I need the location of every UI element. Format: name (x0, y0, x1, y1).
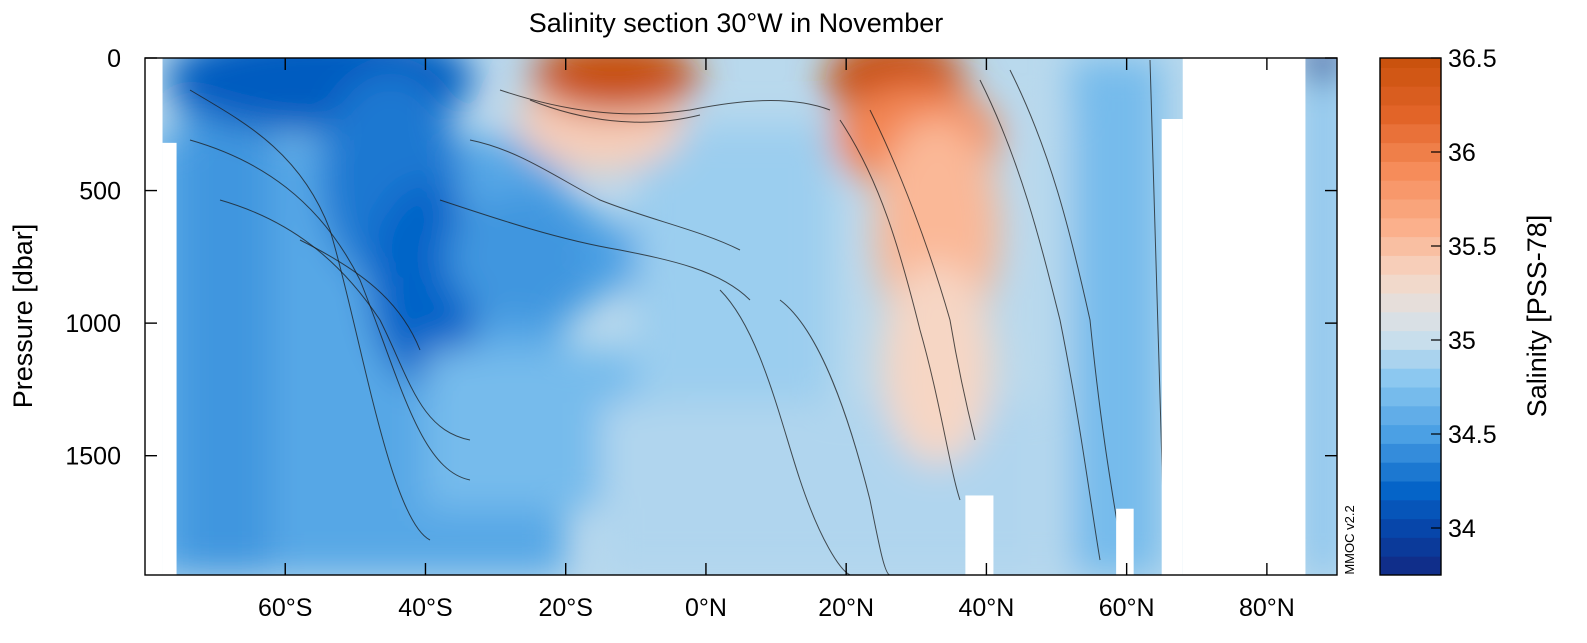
colorbar-band-8 (1380, 405, 1441, 426)
colorbar-tick-label-3: 35 (1448, 327, 1476, 355)
contour-line-5 (439, 199, 751, 301)
southern-column (180, 58, 272, 575)
watermark: MMOC v2.2 (1342, 505, 1357, 574)
colorbar-band-24 (1380, 105, 1441, 125)
contour-line-6 (719, 289, 851, 575)
mask-antarctic-slope (162, 142, 177, 575)
y-tick-label-0: 0 (107, 45, 121, 73)
chart-title: Salinity section 30°W in November (529, 8, 943, 38)
contour-line-3 (299, 239, 421, 351)
colorbar-band-1 (1380, 537, 1441, 557)
aaiw-spread (446, 190, 615, 324)
contour-line-12 (499, 89, 831, 115)
colorbar-band-22 (1380, 142, 1441, 162)
x-tick-label-3: 0°N (685, 594, 727, 622)
mask-ridge-37n (965, 495, 994, 575)
colorbar-band-26 (1380, 67, 1441, 87)
colorbar-band-15 (1380, 274, 1441, 294)
colorbar-band-27 (1380, 58, 1441, 68)
colorbar-band-20 (1380, 180, 1441, 200)
colorbar-band-4 (1380, 481, 1441, 501)
contour-line-8 (839, 119, 961, 501)
mask-arctic-gap (1182, 58, 1306, 575)
x-tick-label-4: 20°N (818, 594, 874, 622)
x-axis: 60°S 40°S 20°S 0°N 20°N 40°N 60°N 80°N (258, 58, 1295, 622)
contour-line-4 (469, 139, 741, 251)
equatorial-mid (635, 124, 833, 403)
plot-area (145, 58, 1337, 575)
colorbar-band-6 (1380, 443, 1441, 463)
colorbar-band-17 (1380, 236, 1441, 256)
colorbar: 36.5 36 35.5 35 34.5 34 (1379, 45, 1497, 576)
y-tick-label-3: 1500 (65, 443, 121, 471)
arctic-column (1308, 58, 1337, 575)
colorbar-band-0 (1380, 556, 1441, 576)
colorbar-tick-label-0: 36.5 (1448, 45, 1497, 73)
contour-line-2 (219, 199, 471, 441)
x-tick-label-0: 60°S (258, 594, 312, 622)
contour-line-11 (1009, 69, 1121, 541)
colorbar-tick-label-5: 34 (1448, 515, 1476, 543)
salinity-contours (189, 59, 1166, 575)
x-tick-label-1: 40°S (398, 594, 452, 622)
colorbar-band-3 (1380, 499, 1441, 520)
colorbar-label: Salinity [PSS-78] (1522, 215, 1552, 418)
contour-line-0 (189, 89, 431, 541)
x-tick-label-6: 60°N (1099, 594, 1155, 622)
no-data-mask (145, 58, 1306, 575)
contour-line-13 (529, 99, 701, 123)
colorbar-band-10 (1380, 368, 1441, 388)
x-tick-label-7: 80°N (1239, 594, 1295, 622)
colorbar-tick-label-1: 36 (1448, 139, 1476, 167)
mediterranean-tongue-lower (881, 262, 994, 464)
x-tick-label-5: 40°N (958, 594, 1014, 622)
contour-line-10 (979, 79, 1101, 561)
colorbar-band-2 (1380, 518, 1441, 538)
contour-line-1 (189, 139, 471, 481)
contour-line-7 (779, 299, 891, 575)
contour-line-9 (869, 109, 976, 441)
x-tick-label-2: 20°S (538, 594, 592, 622)
colorbar-band-5 (1380, 462, 1441, 482)
colorbar-band-13 (1380, 311, 1441, 332)
colorbar-tick-label-2: 35.5 (1448, 233, 1497, 261)
y-axis-label: Pressure [dbar] (8, 224, 38, 409)
mask-antarctic-shelf (145, 58, 163, 575)
mask-ridge-59n (1116, 508, 1134, 575)
y-axis: 0 500 1000 1500 (65, 45, 1337, 471)
colorbar-band-14 (1380, 293, 1441, 313)
colorbar-band-16 (1380, 255, 1441, 275)
south-surface-max (530, 58, 699, 114)
y-tick-label-2: 1000 (65, 310, 121, 338)
colorbar-band-12 (1380, 330, 1441, 350)
colorbar-band-19 (1380, 199, 1441, 219)
y-tick-label-1: 500 (79, 178, 121, 206)
colorbar-frame (1379, 57, 1442, 576)
colorbar-band-21 (1380, 161, 1441, 181)
colorbar-band-25 (1380, 86, 1441, 106)
north-subpolar (1070, 58, 1162, 575)
field-blobs (145, 58, 1337, 575)
colorbar-band-11 (1380, 349, 1441, 369)
colorbar-tick-label-4: 34.5 (1448, 421, 1497, 449)
mask-greenland-shelf (1161, 118, 1183, 575)
colorbar-band-18 (1380, 217, 1441, 238)
colorbar-band-9 (1380, 387, 1441, 407)
colorbar-band-23 (1380, 123, 1441, 144)
salinity-field (145, 58, 1337, 575)
plot-frame (144, 57, 1338, 576)
colorbar-band-7 (1380, 424, 1441, 444)
arctic-surface-fresh (1301, 58, 1337, 80)
equatorial-deep (600, 402, 1127, 575)
